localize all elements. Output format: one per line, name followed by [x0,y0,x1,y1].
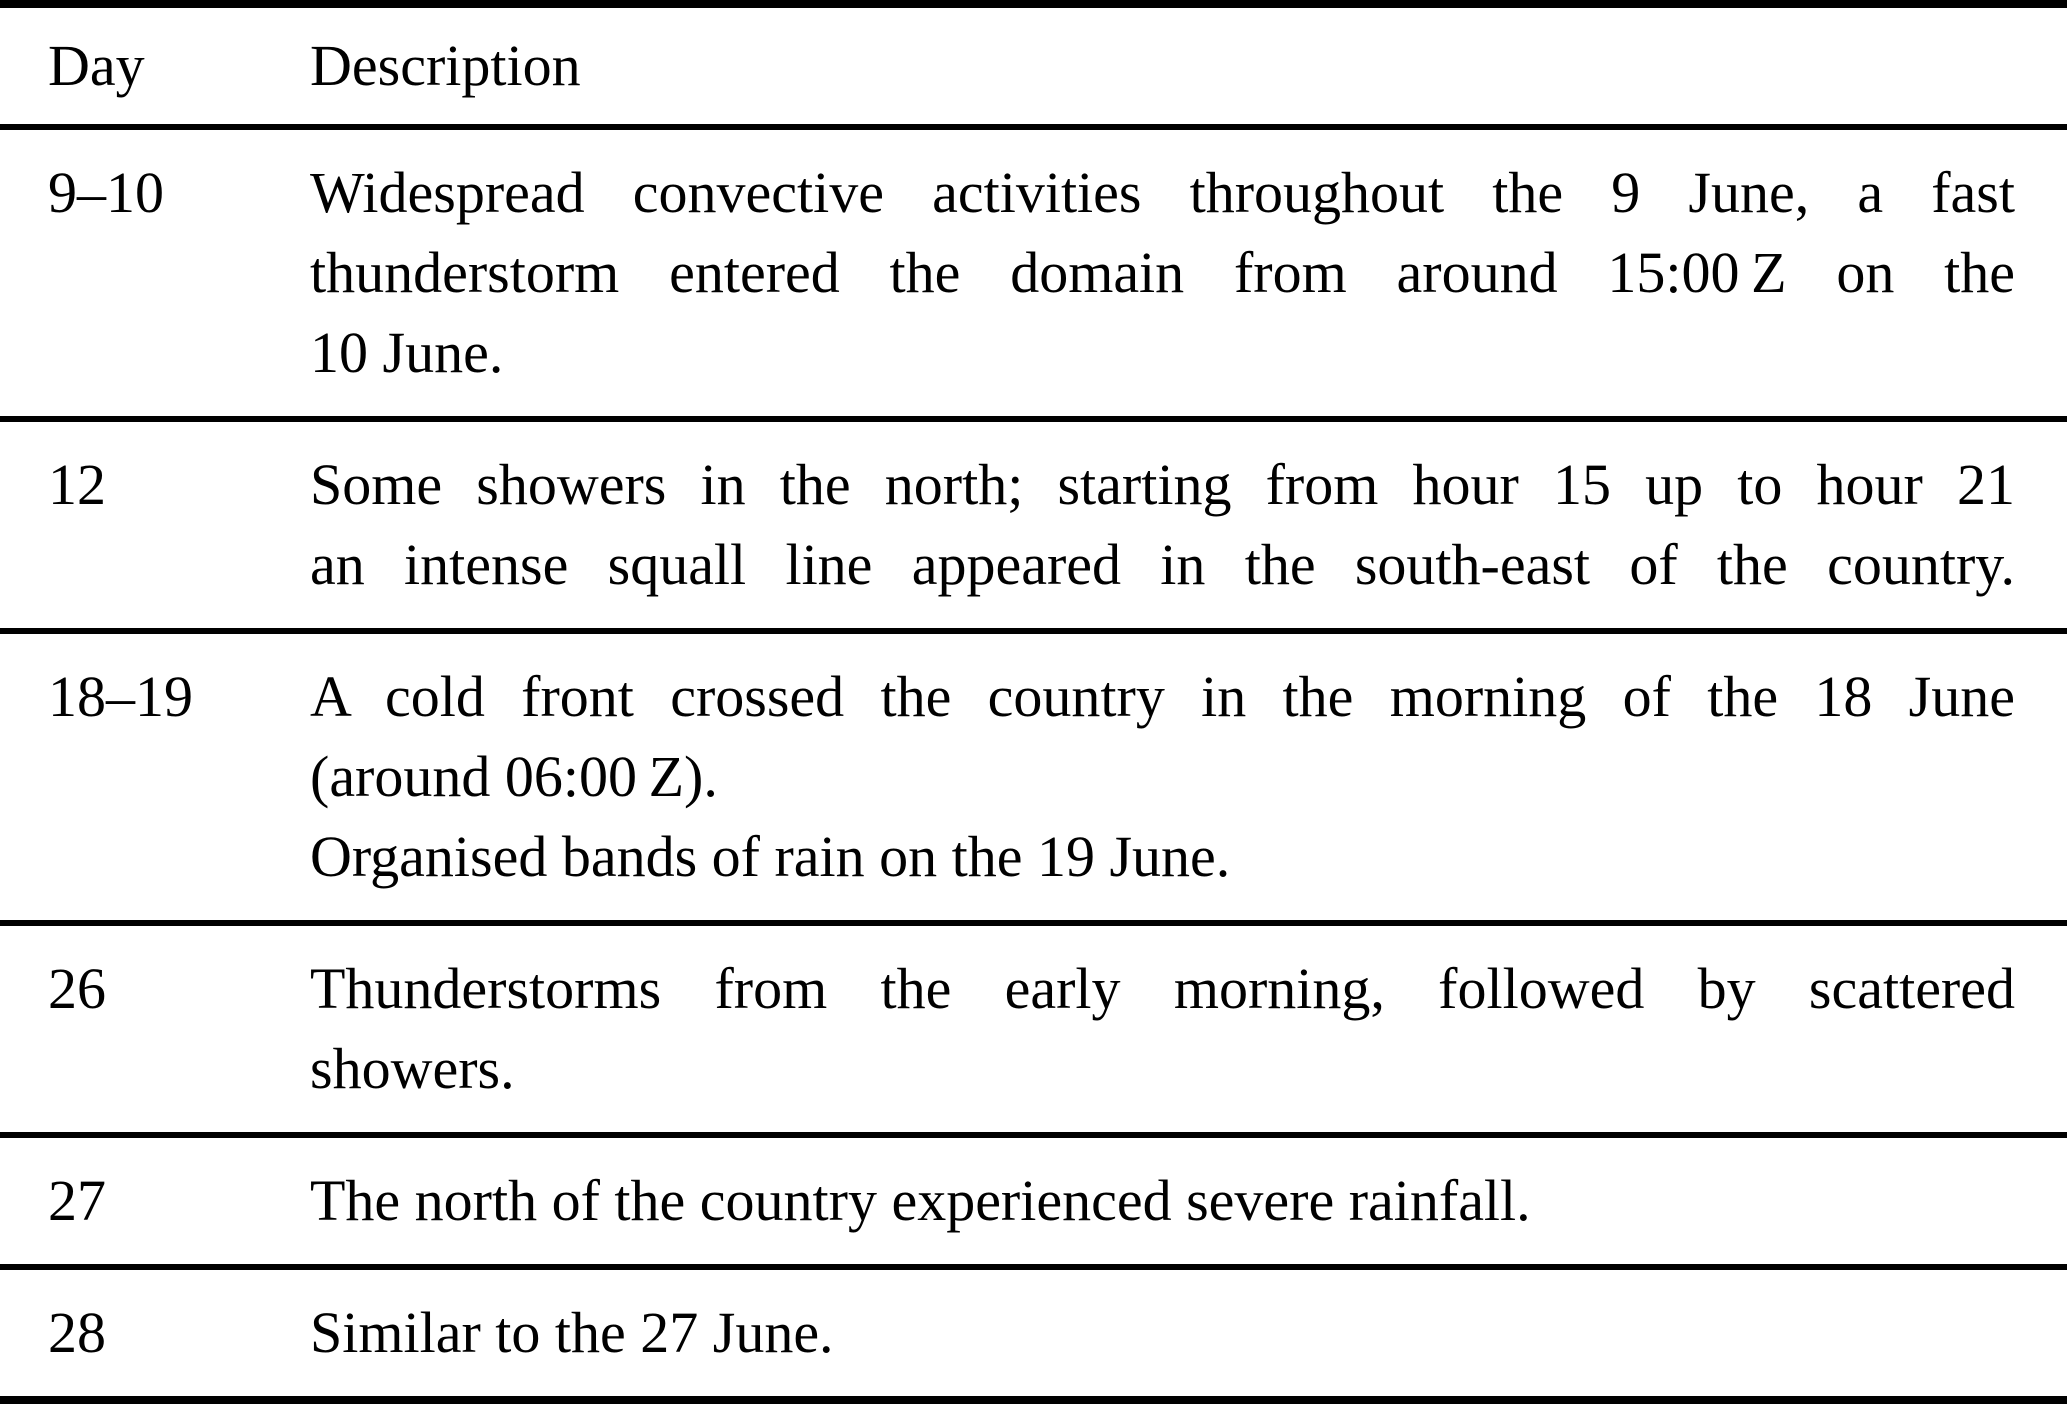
description-line: Organised bands of rain on the 19 June. [310,824,1231,889]
description-line: 10 June. [310,320,504,385]
day-cell: 26 [0,923,310,1138]
description-line: Thunderstorms from the early morning, fo… [310,956,2015,1021]
description-cell: Thunderstorms from the early morning, fo… [310,923,2067,1138]
description-line: (around 06:00 Z). [310,744,718,809]
table-row: 12 Some showers in the north; starting f… [0,419,2067,634]
day-cell: 18–19 [0,631,310,926]
description-cell: Some showers in the north; starting from… [310,419,2067,634]
table-row: 18–19 A cold front crossed the country i… [0,631,2067,926]
day-cell: 12 [0,419,310,634]
header-row: Day Description [0,4,2067,130]
description-cell: A cold front crossed the country in the … [310,631,2067,926]
column-header-day: Day [0,4,310,130]
table-row: 26 Thunderstorms from the early morning,… [0,923,2067,1138]
description-line: showers. [310,1036,515,1101]
table-row: 9–10 Widespread convective activities th… [0,127,2067,422]
column-header-description: Description [310,4,2067,130]
description-line: Some showers in the north; starting from… [310,452,2015,517]
description-line: A cold front crossed the country in the … [310,664,2015,729]
description-cell: Similar to the 27 June. [310,1267,2067,1400]
table-row: 27 The north of the country experienced … [0,1135,2067,1270]
description-line: thunderstorm entered the domain from aro… [310,240,2015,305]
day-cell: 27 [0,1135,310,1270]
day-cell: 9–10 [0,127,310,422]
table-row: 28 Similar to the 27 June. [0,1267,2067,1400]
description-line: an intense squall line appeared in the s… [310,532,2015,597]
description-line: The north of the country experienced sev… [310,1168,1531,1233]
description-line: Widespread convective activities through… [310,160,2015,225]
description-cell: The north of the country experienced sev… [310,1135,2067,1270]
description-cell: Widespread convective activities through… [310,127,2067,422]
day-cell: 28 [48,1300,106,1365]
description-line: Similar to the 27 June. [310,1300,834,1365]
